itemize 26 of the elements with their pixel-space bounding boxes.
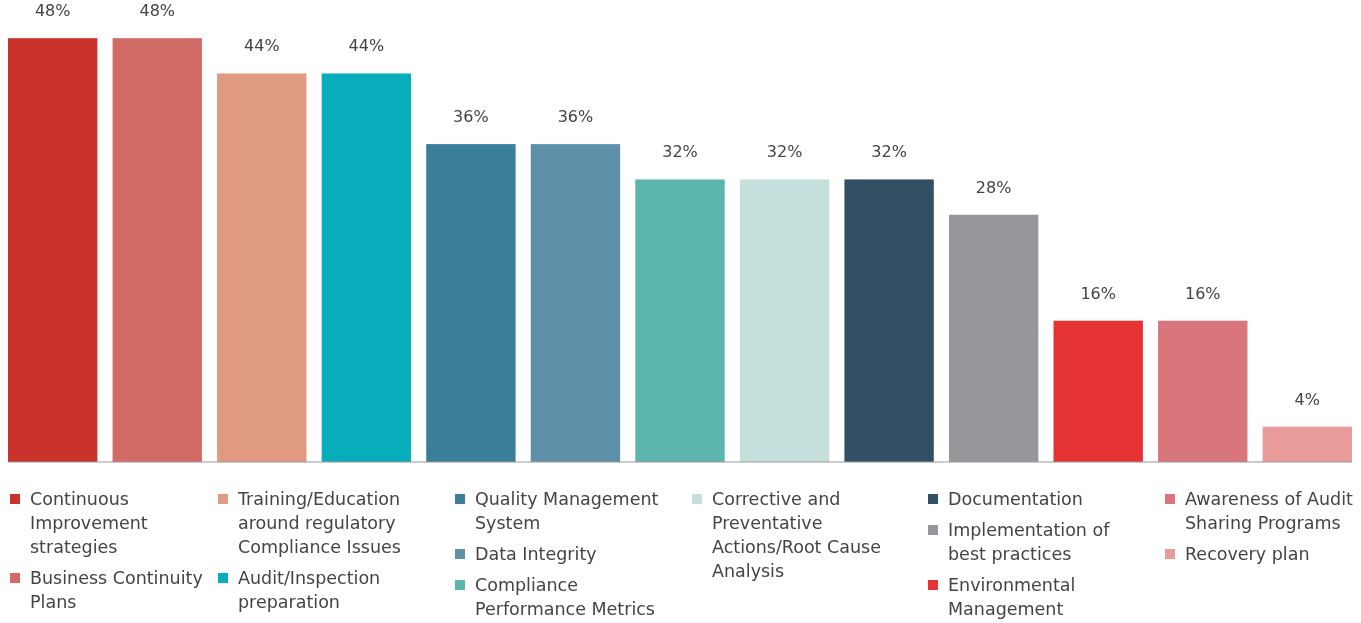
legend-label: Corrective and Preventative Actions/Root Cause Analysis xyxy=(712,489,881,581)
data-label: 44% xyxy=(244,36,280,56)
data-label: 48% xyxy=(139,1,176,21)
legend-label: Environmental Management xyxy=(948,575,1076,619)
legend-label: Audit/Inspection preparation xyxy=(238,568,381,612)
legend-label: Compliance Performance Metrics xyxy=(475,575,655,619)
legend-label: Quality Management System xyxy=(475,489,659,533)
legend-label: Data Integrity xyxy=(475,544,597,564)
legend-label: Recovery plan xyxy=(1185,544,1310,564)
data-label: 36% xyxy=(557,107,594,127)
data-label: 32% xyxy=(766,142,803,162)
data-label: 36% xyxy=(453,107,489,127)
data-label: 32% xyxy=(662,142,698,162)
legend-label: Documentation xyxy=(948,489,1083,509)
data-label: 16% xyxy=(1184,283,1221,303)
data-label: 28% xyxy=(975,177,1012,197)
legend-label: Continuous Improvement strategies xyxy=(30,489,148,557)
legend-label: Implementation of best practices xyxy=(948,520,1111,564)
data-label: 16% xyxy=(1080,283,1116,303)
data-label: 48% xyxy=(34,1,71,21)
legend-label: Awareness of Audit Sharing Programs xyxy=(1185,489,1353,533)
legend-label: Training/Education around regulatory Compliance Issues xyxy=(237,489,401,557)
legend-label: Business Continuity Plans xyxy=(30,568,203,612)
data-label: 4% xyxy=(1294,389,1320,409)
data-label: 32% xyxy=(871,142,907,162)
data-label: 44% xyxy=(348,36,385,56)
